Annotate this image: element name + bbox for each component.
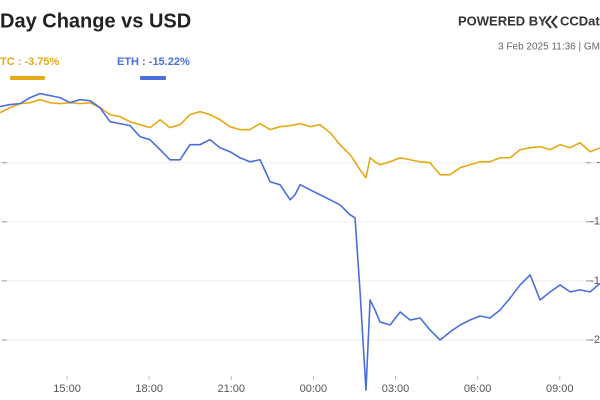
x-tick-label: 15:00 [53, 383, 81, 395]
logo-stroke [544, 15, 552, 29]
x-tick-label: 03:00 [382, 383, 410, 395]
chart-title: Day Change vs USD [0, 10, 191, 32]
brand-logo [544, 15, 558, 29]
x-tick-label: 09:00 [546, 383, 574, 395]
x-tick-label: 18:00 [135, 383, 163, 395]
x-tick-label: 00:00 [300, 383, 328, 395]
timestamp: 3 Feb 2025 11:36 | GM [498, 42, 600, 53]
y-tick-label: -2 [590, 334, 600, 346]
brand-name: CCDat [560, 13, 600, 28]
series-line [0, 98, 600, 179]
brand-prefix: POWERED BY [458, 13, 547, 28]
y-tick-label: -1 [590, 216, 600, 228]
x-tick-label: 06:00 [464, 383, 492, 395]
y-tick-label: - [596, 157, 600, 169]
legend-label: ETH : -15.22% [117, 56, 190, 68]
legend-swatch [140, 76, 166, 80]
logo-stroke [550, 15, 558, 29]
y-tick-label: -1 [590, 275, 600, 287]
series-line [0, 92, 600, 391]
legend-label: TC : -3.75% [0, 56, 60, 68]
legend-swatch [10, 76, 45, 80]
x-tick-label: 21:00 [218, 383, 246, 395]
